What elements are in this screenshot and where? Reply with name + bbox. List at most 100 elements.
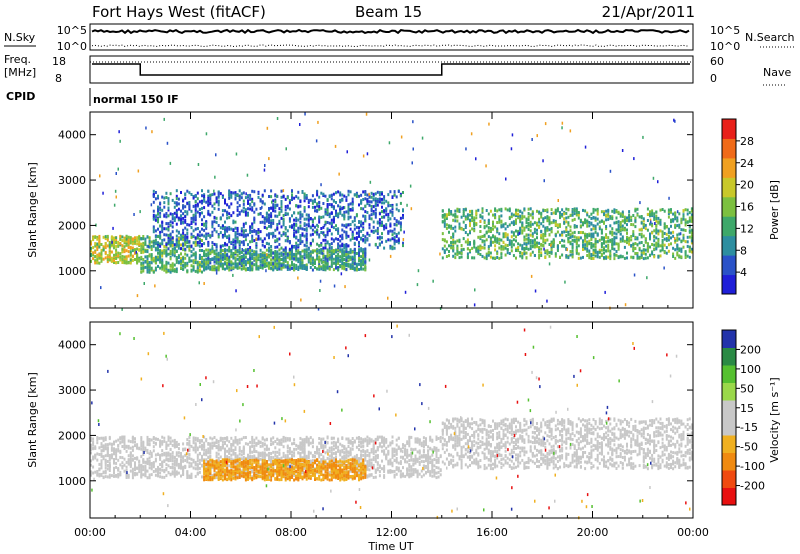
power-echo — [521, 231, 524, 235]
noise-panel-frame — [89, 23, 694, 51]
power-echo — [127, 254, 130, 258]
power-echo — [364, 204, 367, 208]
velocity-echo — [92, 437, 95, 441]
power-echo — [450, 236, 453, 240]
power-echo — [391, 233, 394, 237]
power-echo — [690, 241, 693, 245]
power-echo — [263, 251, 266, 255]
velocity-echo — [117, 444, 120, 448]
power-echo — [667, 215, 670, 219]
power-echo — [247, 247, 249, 251]
power-echo — [234, 250, 237, 254]
power-echo — [219, 217, 222, 220]
power-echo — [536, 228, 538, 232]
power-echo — [316, 190, 319, 194]
power-echo — [454, 252, 457, 256]
power-echo — [626, 256, 628, 260]
power-echo — [182, 231, 185, 235]
power-echo — [152, 195, 155, 198]
power-colorbar-tick-label: 20 — [740, 179, 754, 192]
power-echo — [127, 261, 130, 265]
power-echo — [360, 255, 363, 259]
power-echo — [688, 224, 691, 228]
power-echo — [194, 218, 197, 222]
power-echo — [314, 230, 316, 234]
power-echo — [571, 213, 574, 217]
power-echo — [232, 229, 235, 232]
power-echo — [508, 223, 511, 227]
power-echo — [314, 260, 316, 264]
power-echo — [504, 246, 507, 250]
power-echo — [546, 228, 549, 232]
power-echo — [335, 254, 337, 258]
power-echo — [201, 260, 203, 264]
power-echo — [640, 251, 643, 255]
power-y-tick-label: 4000 — [58, 129, 86, 142]
power-echo — [276, 253, 279, 257]
power-echo — [98, 236, 101, 240]
power-echo — [303, 228, 306, 232]
power-echo — [328, 212, 331, 216]
power-echo — [159, 253, 162, 257]
power-echo — [284, 231, 287, 235]
power-echo — [316, 209, 319, 213]
power-echo — [441, 220, 444, 224]
power-noise-echo — [475, 157, 477, 161]
power-noise-echo — [432, 279, 434, 283]
power-echo — [165, 196, 168, 199]
power-echo — [232, 219, 235, 223]
power-echo — [559, 216, 561, 220]
power-echo — [462, 214, 465, 217]
power-noise-echo — [297, 276, 299, 280]
power-echo — [387, 193, 390, 197]
power-echo — [674, 211, 677, 215]
power-echo — [257, 231, 260, 235]
power-echo — [385, 226, 388, 230]
power-echo — [236, 226, 239, 230]
power-echo — [211, 233, 214, 237]
power-echo — [563, 230, 566, 234]
power-echo — [224, 220, 226, 224]
power-echo — [106, 260, 109, 264]
power-echo — [115, 253, 118, 257]
power-echo — [232, 243, 235, 247]
power-echo — [584, 220, 587, 224]
noise-panel: N.Sky 10^5 10^0 10^5 10^0 N.Search — [4, 23, 796, 53]
power-echo — [381, 215, 383, 219]
power-echo — [588, 251, 591, 255]
power-echo — [563, 220, 566, 224]
power-echo — [335, 211, 337, 215]
power-echo — [651, 250, 654, 254]
power-echo — [479, 253, 482, 256]
power-echo — [268, 242, 270, 246]
power-echo — [378, 193, 381, 197]
power-echo — [676, 238, 679, 242]
power-echo — [600, 245, 603, 249]
power-echo — [177, 261, 180, 265]
power-echo — [140, 237, 143, 241]
power-echo — [263, 262, 266, 266]
velocity-echo — [104, 471, 107, 475]
power-echo — [596, 207, 599, 211]
power-echo — [150, 261, 153, 265]
power-echo — [372, 194, 375, 198]
power-echo — [584, 239, 587, 243]
power-echo — [389, 224, 392, 228]
velocity-echo — [100, 445, 103, 449]
power-echo — [129, 241, 132, 245]
power-echo — [527, 238, 530, 242]
power-echo — [211, 210, 214, 214]
power-echo — [314, 198, 316, 202]
power-echo — [205, 248, 208, 252]
power-echo — [293, 245, 296, 249]
power-echo — [345, 244, 348, 248]
power-echo — [127, 241, 130, 245]
power-echo — [364, 215, 367, 219]
power-echo — [655, 214, 658, 218]
power-echo — [527, 207, 530, 211]
power-echo — [594, 227, 597, 231]
power-echo — [240, 258, 243, 262]
power-echo — [397, 238, 400, 242]
power-echo — [487, 235, 490, 239]
power-echo — [452, 232, 455, 236]
